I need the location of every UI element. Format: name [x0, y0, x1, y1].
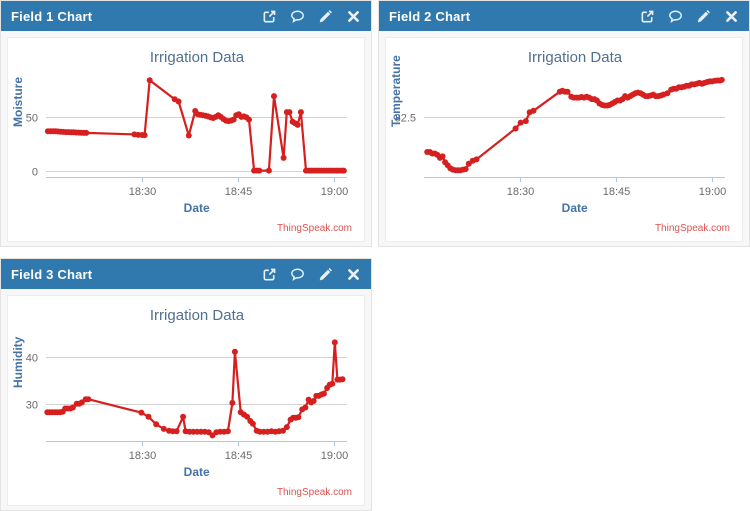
- field-3-panel-header: Field 3 Chart: [1, 259, 371, 289]
- panel-header-icons: [627, 9, 739, 24]
- chart-title: Irrigation Data: [149, 307, 245, 324]
- field-3-chart-panel: Field 3 Chart Irrigation Data Humidity 3…: [0, 258, 372, 511]
- chart-container: Irrigation Data Humidity 30 40 18:30 18:45 1…: [7, 295, 365, 506]
- svg-text:18:30: 18:30: [129, 186, 157, 198]
- svg-text:18:45: 18:45: [603, 186, 631, 198]
- field-2-panel-header: Field 2 Chart: [379, 1, 749, 31]
- external-link-icon[interactable]: [262, 9, 277, 24]
- pencil-icon[interactable]: [318, 267, 333, 282]
- comment-icon[interactable]: [290, 9, 305, 24]
- chart-container: Irrigation Data Temperature 32.5 18:30 18:…: [385, 37, 743, 242]
- chart-container: Irrigation Data Moisture 0 50 18:30 18:45 19…: [7, 37, 365, 242]
- svg-text:50: 50: [26, 113, 38, 125]
- chart-plot: 32.5 18:30 18:45 19:00: [386, 38, 742, 241]
- svg-text:19:00: 19:00: [321, 186, 349, 198]
- x-axis-label: Date: [183, 465, 210, 479]
- svg-text:40: 40: [26, 353, 38, 365]
- svg-text:32.5: 32.5: [395, 113, 416, 125]
- panel-title: Field 1 Chart: [11, 8, 93, 24]
- thingspeak-credits-link[interactable]: ThingSpeak.com: [276, 487, 352, 498]
- chart-plot: 30 40 18:30 18:45 19:00: [8, 296, 364, 505]
- panel-header-icons: [249, 9, 361, 24]
- dashboard-row-2: Field 3 Chart Irrigation Data Humidity 3…: [0, 258, 750, 511]
- comment-icon[interactable]: [290, 267, 305, 282]
- x-axis-label: Date: [183, 201, 210, 215]
- external-link-icon[interactable]: [640, 9, 655, 24]
- panel-header-icons: [249, 267, 361, 282]
- close-icon[interactable]: [346, 9, 361, 24]
- close-icon[interactable]: [724, 9, 739, 24]
- dashboard-row-1: Field 1 Chart Irrigation Data Moisture 0…: [0, 0, 750, 247]
- chart-title: Irrigation Data: [149, 49, 245, 66]
- svg-text:19:00: 19:00: [699, 186, 727, 198]
- chart-plot: 0 50 18:30 18:45 19:00: [8, 38, 364, 241]
- external-link-icon[interactable]: [262, 267, 277, 282]
- comment-icon[interactable]: [668, 9, 683, 24]
- pencil-icon[interactable]: [696, 9, 711, 24]
- svg-text:18:45: 18:45: [225, 450, 253, 462]
- field-1-chart-panel: Field 1 Chart Irrigation Data Moisture 0…: [0, 0, 372, 247]
- panel-title: Field 2 Chart: [389, 8, 471, 24]
- svg-text:18:45: 18:45: [225, 186, 253, 198]
- svg-text:19:00: 19:00: [321, 450, 349, 462]
- field-2-chart-panel: Field 2 Chart Irrigation Data Temperatur…: [378, 0, 750, 247]
- field-1-panel-header: Field 1 Chart: [1, 1, 371, 31]
- svg-text:30: 30: [26, 400, 38, 412]
- svg-text:18:30: 18:30: [129, 450, 157, 462]
- x-axis-label: Date: [561, 201, 588, 215]
- close-icon[interactable]: [346, 267, 361, 282]
- svg-text:18:30: 18:30: [507, 186, 535, 198]
- svg-text:0: 0: [32, 167, 38, 179]
- thingspeak-credits-link[interactable]: ThingSpeak.com: [654, 223, 730, 234]
- thingspeak-credits-link[interactable]: ThingSpeak.com: [276, 223, 352, 234]
- panel-title: Field 3 Chart: [11, 266, 93, 282]
- chart-title: Irrigation Data: [527, 49, 623, 66]
- pencil-icon[interactable]: [318, 9, 333, 24]
